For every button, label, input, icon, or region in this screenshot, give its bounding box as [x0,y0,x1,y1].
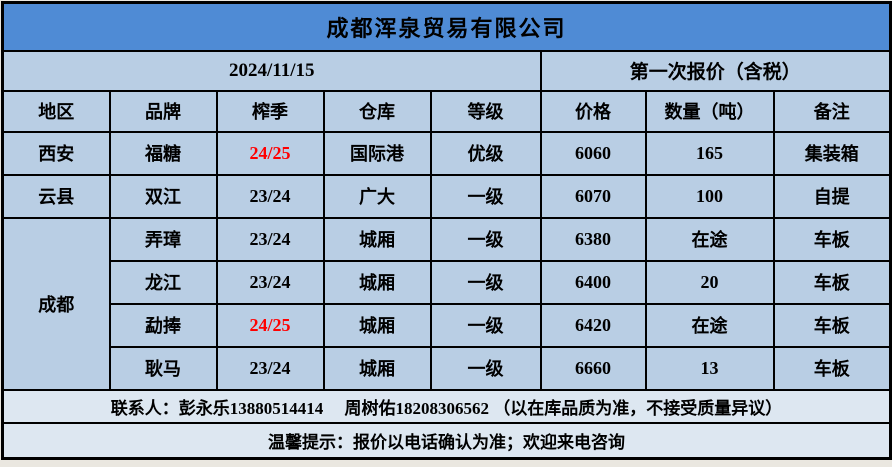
grade-cell: 一级 [429,345,542,391]
price-cell: 6060 [539,130,647,176]
report-date: 2024/11/15 [1,49,542,92]
warehouse-cell: 国际港 [322,130,432,176]
column-header-season: 榨季 [215,89,325,133]
warehouse-cell: 城厢 [322,302,432,348]
column-header-row: 地区 品牌 榨季 仓库 等级 价格 数量（吨） 备注 [1,89,892,133]
table-row: 勐捧 24/25 城厢 一级 6420 在途 车板 [3,302,892,348]
column-header-note: 备注 [772,89,892,133]
season-cell: 24/25 [215,302,325,348]
quantity-cell: 在途 [644,216,775,262]
price-cell: 6400 [539,259,647,305]
warehouse-cell: 城厢 [322,345,432,391]
price-cell: 6420 [539,302,647,348]
table-row: 龙江 23/24 城厢 一级 6400 20 车板 [3,259,892,305]
brand-cell: 福糖 [108,130,218,176]
note-cell: 车板 [772,302,892,348]
brand-cell: 龙江 [108,259,218,305]
season-cell: 24/25 [215,130,325,176]
table-row: 云县 双江 23/24 广大 一级 6070 100 自提 [1,173,892,219]
notice-row: 温馨提示：报价以电话确认为准；欢迎来电咨询 [1,421,892,460]
note-cell: 自提 [772,173,892,219]
grade-cell: 一级 [429,216,542,262]
contact-row: 联系人：彭永乐13880514414 周树佑18208306562 （以在库品质… [1,388,892,424]
column-header-quantity: 数量（吨） [644,89,775,133]
note-cell: 车板 [772,259,892,305]
quantity-cell: 在途 [644,302,775,348]
notice-line: 温馨提示：报价以电话确认为准；欢迎来电咨询 [1,421,892,460]
brand-cell: 耿马 [108,345,218,391]
quantity-cell: 13 [644,345,775,391]
brand-cell: 勐捧 [108,302,218,348]
brand-cell: 双江 [108,173,218,219]
quantity-cell: 20 [644,259,775,305]
company-title: 成都浑泉贸易有限公司 [1,1,892,52]
quantity-cell: 100 [644,173,775,219]
season-cell: 23/24 [215,173,325,219]
grade-cell: 一级 [429,259,542,305]
note-cell: 车板 [772,345,892,391]
column-header-region: 地区 [1,89,111,133]
grade-cell: 一级 [429,173,542,219]
region-cell: 云县 [1,173,111,219]
grade-cell: 优级 [429,130,542,176]
note-cell: 车板 [772,216,892,262]
quote-label: 第一次报价（含税） [539,49,892,92]
table-row: 耿马 23/24 城厢 一级 6660 13 车板 [3,345,892,391]
price-cell: 6070 [539,173,647,219]
warehouse-cell: 城厢 [322,259,432,305]
price-table-body: 西安 福糖 24/25 国际港 优级 6060 165 集装箱 云县 双江 23/24 广大 一级 607… [1,130,892,391]
column-header-brand: 品牌 [108,89,218,133]
note-cell: 集装箱 [772,130,892,176]
column-header-grade: 等级 [429,89,542,133]
region-cell: 西安 [1,130,111,176]
brand-cell: 弄璋 [108,216,218,262]
column-header-warehouse: 仓库 [322,89,432,133]
table-row: 西安 福糖 24/25 国际港 优级 6060 165 集装箱 [1,130,892,176]
season-cell: 23/24 [215,216,325,262]
price-cell: 6380 [539,216,647,262]
grade-cell: 一级 [429,302,542,348]
contact-line: 联系人：彭永乐13880514414 周树佑18208306562 （以在库品质… [1,388,892,424]
season-cell: 23/24 [215,259,325,305]
title-row: 成都浑泉贸易有限公司 [1,1,892,52]
season-cell: 23/24 [215,345,325,391]
price-cell: 6660 [539,345,647,391]
quantity-cell: 165 [644,130,775,176]
table-row: 成都 弄璋 23/24 城厢 一级 6380 在途 车板 [1,216,892,391]
warehouse-cell: 广大 [322,173,432,219]
region-cell: 成都 [1,216,111,391]
subheader-row: 2024/11/15 第一次报价（含税） [1,49,892,92]
column-header-price: 价格 [539,89,647,133]
warehouse-cell: 城厢 [322,216,432,262]
